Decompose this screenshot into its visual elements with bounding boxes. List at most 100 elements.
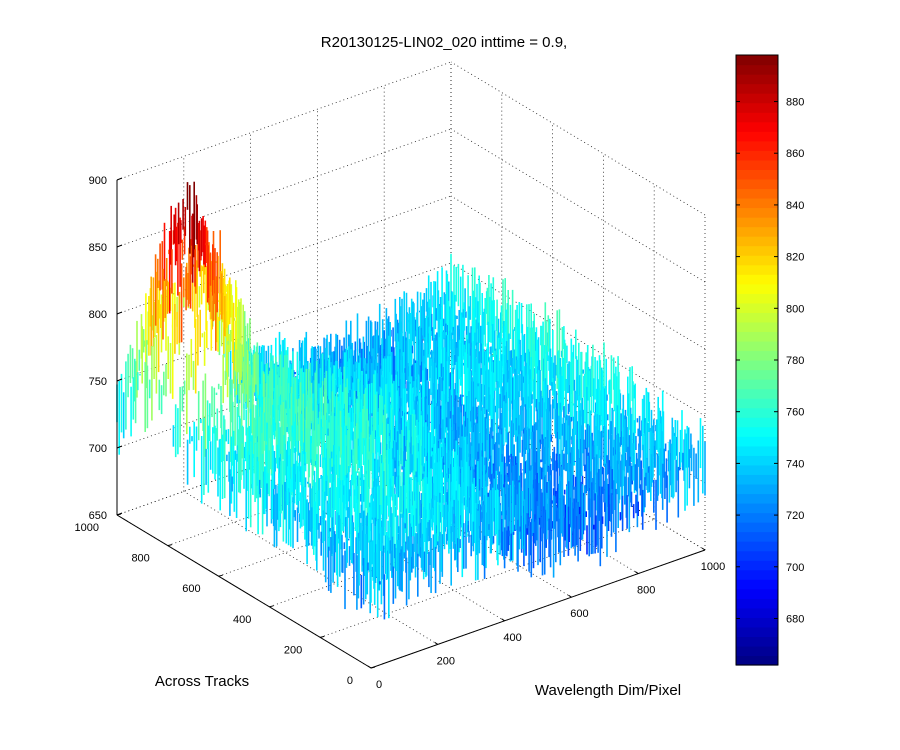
colorbar-band [736,436,778,447]
grid-line [116,128,452,248]
z-tick-mark [116,244,123,248]
colorbar-band [736,159,778,170]
colorbar-band [736,550,778,561]
colorbar-band [736,445,778,456]
y-tick-mark [218,574,223,577]
colorbar-band [736,283,778,294]
chart-title: R20130125-LIN02_020 inttime = 0.9, [321,34,567,51]
colorbar-band [736,74,778,85]
y-tick-mark [269,605,274,608]
colorbar-band [736,388,778,399]
colorbar-band [736,541,778,552]
y-tick-label: 400 [233,614,251,626]
z-tick-label: 750 [89,376,107,388]
y-tick-mark [320,635,325,638]
x-tick-mark [501,618,505,622]
colorbar-band [736,236,778,247]
colorbar-band [736,197,778,209]
colorbar-band [736,274,778,285]
colorbar-tick-label: 720 [786,510,804,522]
colorbar-band [736,598,778,609]
x-tick-label: 200 [437,655,455,667]
z-tick-mark [116,311,123,315]
colorbar-band [736,217,778,228]
colorbar-band [736,245,778,256]
y-tick-mark [370,666,376,669]
colorbar-band [736,102,778,113]
colorbar-band [736,93,778,104]
colorbar-band [736,169,778,180]
colorbar-band [736,588,778,599]
colorbar-band [736,417,778,428]
z-tick-mark [116,177,123,181]
x-tick-mark [634,571,639,575]
colorbar-band [736,293,778,304]
colorbar-band [736,178,778,190]
colorbar-band [736,426,778,437]
colorbar-band [736,121,778,132]
colorbar-band [736,302,778,313]
x-tick-label: 800 [637,585,655,597]
colorbar-tick-label: 680 [786,613,804,625]
colorbar-band [736,493,778,504]
grid-line [450,61,706,216]
grid-line [116,61,452,181]
colorbar-band [736,531,778,542]
y-tick-label: 0 [347,675,353,687]
colorbar-band [736,360,778,371]
z-tick-mark [116,445,123,449]
y-axis-label: Across Tracks [155,673,249,690]
grid-line [450,195,706,350]
y-tick-label: 800 [131,553,149,565]
colorbar-band [736,331,778,342]
colorbar-band [736,483,778,495]
colorbar-tick-label: 800 [786,303,804,315]
x-tick-mark [367,665,372,669]
x-tick-mark [568,594,572,598]
colorbar-band [736,398,778,409]
axes: 0200400600800100002004006008001000650700… [75,175,726,691]
surface-plot [116,181,706,620]
colorbar-band [736,55,778,66]
colorbar-band [736,607,778,618]
z-tick-label: 800 [89,309,107,321]
colorbar-tick-label: 840 [786,200,804,212]
x-axis-line [370,549,706,669]
y-tick-mark [167,544,172,547]
x-tick-mark [434,641,439,645]
colorbar-band [736,626,778,638]
colorbar-tick-label: 700 [786,562,804,574]
colorbar-band [736,645,778,657]
colorbar-band [736,83,778,94]
z-tick-label: 700 [89,443,107,455]
colorbar-band [736,474,778,485]
colorbar-band [736,636,778,647]
colorbar-tick-label: 760 [786,407,804,419]
colorbar-band [736,321,778,333]
colorbar-band [736,655,778,666]
colorbar-band [736,264,778,275]
grid-line [183,491,439,645]
y-axis-line [116,514,372,669]
x-tick-label: 0 [376,679,382,691]
colorbar-band [736,407,778,418]
colorbar-tick-label: 780 [786,355,804,367]
z-tick-mark [116,378,123,382]
x-axis-label: Wavelength Dim/Pixel [535,682,681,699]
colorbar-band [736,207,778,218]
colorbar-band [736,188,778,199]
z-tick-label: 900 [89,175,107,187]
colorbar-tick-label: 880 [786,97,804,109]
colorbar-band [736,64,778,75]
colorbar: 680 700 720 740 760 780 800 820 840 860 880 [735,54,804,666]
colorbar-tick-label: 740 [786,458,804,470]
colorbar-band [736,455,778,466]
colorbar-band [736,617,778,628]
colorbar-band [736,112,778,123]
z-tick-label: 650 [89,510,107,522]
x-tick-mark [701,547,706,551]
z-tick-label: 850 [89,242,107,254]
colorbar-band [736,464,778,475]
colorbar-band [736,512,778,523]
